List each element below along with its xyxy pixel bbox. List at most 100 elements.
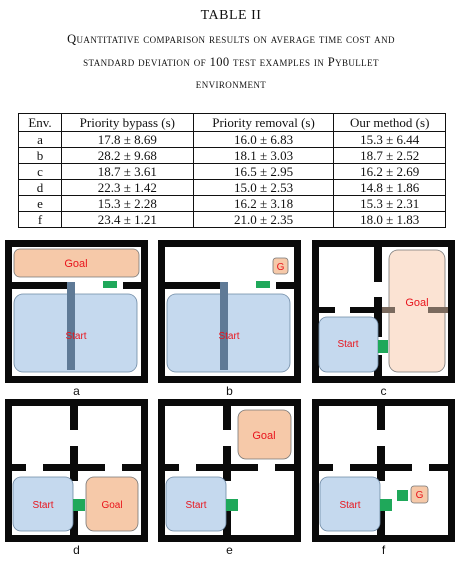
start-label: Start [339,500,360,511]
interior-wall [429,464,448,471]
interior-wall [377,406,385,430]
env-panel-d: Start Goal [5,399,148,542]
goal-region [85,476,139,532]
results-table: Env. Priority bypass (s) Priority remova… [18,113,446,228]
interior-wall [319,307,335,313]
start-region [13,293,138,373]
goal-label: G [416,490,424,501]
interior-wall [43,464,105,471]
cell: 18.7 ± 2.52 [333,147,446,164]
cell: 28.2 ± 9.68 [61,147,194,164]
caption-line-3: environment [195,77,267,91]
door-marker [73,499,85,511]
panel-label-c: c [380,384,387,398]
goal-region [272,257,289,275]
env-panel-f: G Start [312,399,455,542]
interior-wall [165,464,179,471]
cell: 16.5 ± 2.95 [192,163,335,180]
cell: d [18,179,62,196]
table-row: e 15.3 ± 2.28 16.2 ± 3.18 15.3 ± 2.31 [18,195,446,212]
goal-label: Goal [252,430,275,442]
env-panel-c: Goal Start [312,240,455,383]
table-header-row: Env. Priority bypass (s) Priority remova… [18,113,446,132]
cell: 15.3 ± 2.31 [333,195,446,212]
interior-wall [374,297,382,337]
env-panel-e: Goal Start [158,399,301,542]
door-marker [103,281,117,288]
cell: 15.3 ± 2.28 [61,195,194,212]
goal-region [410,485,429,504]
cell: a [18,131,62,148]
header-env: Env. [18,113,62,132]
goal-region [237,409,292,460]
door-marker [256,281,270,288]
interior-wall [377,446,385,481]
start-region [166,293,291,373]
cell: 17.8 ± 8.69 [61,131,194,148]
robot-marker [397,490,408,501]
panel-label-f: f [381,543,386,557]
table-row: f 23.4 ± 1.21 21.0 ± 2.35 18.0 ± 1.83 [18,211,446,228]
table-title: TABLE II [200,8,262,23]
interior-wall [12,464,26,471]
interior-wall [350,307,374,313]
cell: 18.1 ± 3.03 [192,147,335,164]
interior-wall [275,464,294,471]
cell: e [18,195,62,212]
goal-label: Goal [101,500,122,511]
header-our-method: Our method (s) [333,113,446,132]
interior-wall [70,507,78,535]
interior-wall [123,282,141,289]
door-marker [380,499,392,511]
interior-wall [223,507,231,535]
start-label: Start [218,331,239,342]
door-marker [378,340,388,353]
header-priority-bypass: Priority bypass (s) [61,113,194,132]
cell: 16.2 ± 3.18 [192,195,335,212]
start-label: Start [32,500,53,511]
interior-wall [70,446,78,481]
cell: f [18,211,62,228]
start-label: Start [337,339,358,350]
cell: 18.7 ± 3.61 [61,163,194,180]
interior-wall [122,464,141,471]
cell: 21.0 ± 2.35 [192,211,335,228]
cell: 16.2 ± 2.69 [333,163,446,180]
cell: 18.0 ± 1.83 [333,211,446,228]
env-panel-b: G Start [158,240,301,383]
interior-wall [374,247,382,282]
caption-line-1: Quantitative comparison results on avera… [67,32,395,46]
table-row: a 17.8 ± 8.69 16.0 ± 6.83 15.3 ± 6.44 [18,131,446,148]
interior-wall [70,406,78,430]
interior-wall [12,282,67,289]
goal-region [13,248,140,278]
interior-wall [382,307,395,313]
cell: 23.4 ± 1.21 [61,211,194,228]
panel-label-d: d [73,543,80,557]
interior-wall [319,464,333,471]
cell: b [18,147,62,164]
cell: 16.0 ± 6.83 [192,131,335,148]
cell: 14.8 ± 1.86 [333,179,446,196]
table-row: b 28.2 ± 9.68 18.1 ± 3.03 18.7 ± 2.52 [18,147,446,164]
panel-label-e: e [226,543,233,557]
start-label: Start [185,500,206,511]
goal-label: Goal [405,297,428,309]
goal-label: Goal [64,258,87,270]
interior-wall [165,282,220,289]
goal-label: G [277,262,285,273]
cell: c [18,163,62,180]
interior-wall [276,282,294,289]
env-panel-a: Goal Start [5,240,148,383]
panel-label-a: a [73,384,80,398]
interior-wall [223,446,231,481]
cell: 15.3 ± 6.44 [333,131,446,148]
table-row: c 18.7 ± 3.61 16.5 ± 2.95 16.2 ± 2.69 [18,163,446,180]
interior-wall [350,464,412,471]
door-marker [226,499,238,511]
obstacle-bar [67,282,75,370]
panel-label-b: b [226,384,233,398]
cell: 15.0 ± 2.53 [192,179,335,196]
interior-wall [196,464,258,471]
cell: 22.3 ± 1.42 [61,179,194,196]
